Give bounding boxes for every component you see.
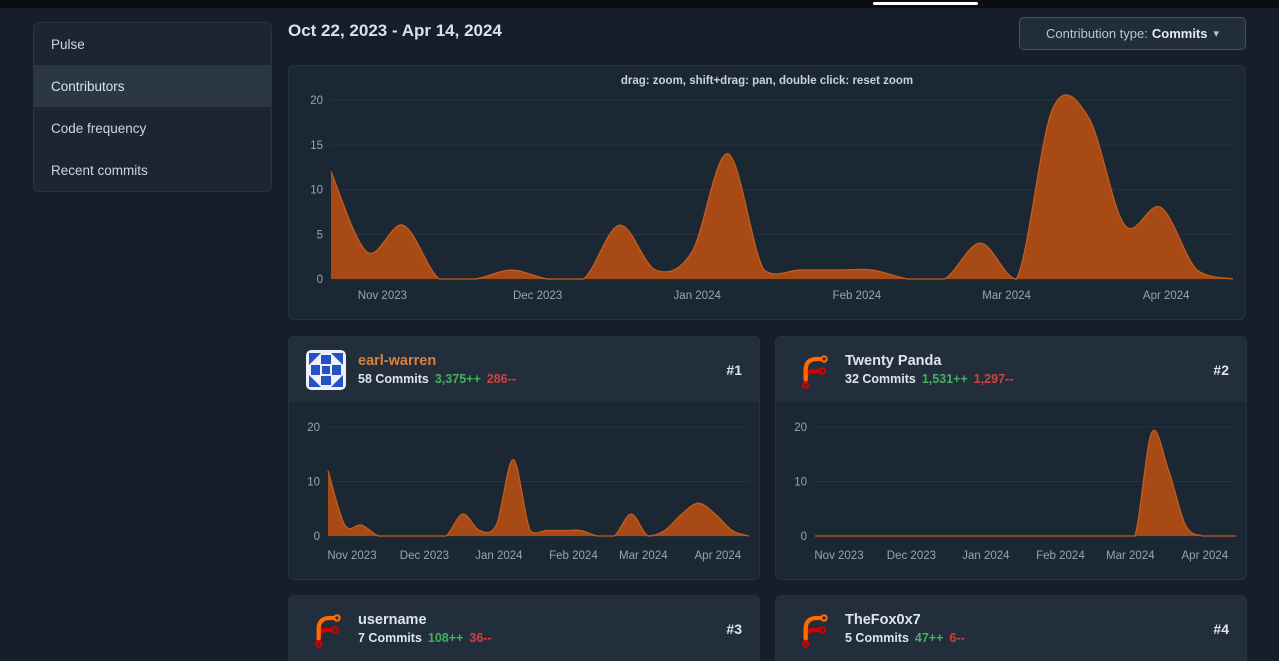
contributor-card-header: TheFox0x7 5 Commits 47++ 6-- #4 xyxy=(776,596,1246,661)
sidebar-item-pulse[interactable]: Pulse xyxy=(51,36,85,52)
active-tab-underline xyxy=(873,2,978,5)
commit-count: 32 Commits xyxy=(845,372,916,386)
svg-text:Jan 2024: Jan 2024 xyxy=(962,550,1010,562)
contributor-name-link[interactable]: Twenty Panda xyxy=(845,353,942,369)
svg-text:0: 0 xyxy=(317,274,323,286)
chart-zoom-hint: drag: zoom, shift+drag: pan, double clic… xyxy=(620,75,914,87)
contributor-card-header: username 7 Commits 108++ 36-- #3 xyxy=(289,596,759,661)
svg-text:Mar 2024: Mar 2024 xyxy=(619,550,668,562)
contributor-name-link[interactable]: earl-warren xyxy=(358,353,437,369)
svg-text:0: 0 xyxy=(801,531,807,543)
svg-text:Nov 2023: Nov 2023 xyxy=(814,550,863,562)
svg-text:Dec 2023: Dec 2023 xyxy=(887,550,936,562)
svg-text:10: 10 xyxy=(310,185,323,197)
contribution-type-label: Contribution type: xyxy=(1045,26,1148,41)
contributor-card: TheFox0x7 5 Commits 47++ 6-- #4 xyxy=(775,595,1247,661)
contributor-name-link[interactable]: username xyxy=(358,612,427,628)
rank-badge: #2 xyxy=(1213,361,1229,378)
activity-sidebar: Pulse Contributors Code frequency Recent… xyxy=(33,22,272,192)
forgejo-logo-avatar xyxy=(793,608,833,649)
svg-text:Mar 2024: Mar 2024 xyxy=(1106,550,1155,562)
rank-badge: #4 xyxy=(1213,620,1229,637)
additions-count: 3,375++ xyxy=(434,372,481,386)
deletions-count: 6-- xyxy=(949,631,965,645)
identicon-avatar xyxy=(306,349,346,390)
commit-count: 58 Commits xyxy=(358,372,429,386)
commit-count: 5 Commits xyxy=(845,631,909,645)
deletions-count: 36-- xyxy=(469,631,492,645)
contributor-area-chart[interactable]: 0 10 20 Nov 2023 Dec 2023 Jan 2024 Feb 2024 Mar… xyxy=(776,402,1246,579)
contributor-name-link[interactable]: TheFox0x7 xyxy=(845,612,921,628)
contributor-card-header: Twenty Panda 32 Commits 1,531++ 1,297-- … xyxy=(776,337,1246,402)
svg-text:Mar 2024: Mar 2024 xyxy=(982,290,1031,302)
svg-text:20: 20 xyxy=(794,422,807,434)
svg-text:Apr 2024: Apr 2024 xyxy=(695,550,742,562)
additions-count: 108++ xyxy=(427,631,464,645)
svg-text:Feb 2024: Feb 2024 xyxy=(549,550,598,562)
svg-text:Feb 2024: Feb 2024 xyxy=(1036,550,1085,562)
contributor-card: earl-warren 58 Commits 3,375++ 286-- #1 … xyxy=(288,336,760,580)
svg-text:0: 0 xyxy=(314,531,320,543)
svg-text:Apr 2024: Apr 2024 xyxy=(1143,290,1190,302)
svg-text:10: 10 xyxy=(794,477,807,489)
top-nav-strip xyxy=(0,0,1279,8)
additions-count: 1,531++ xyxy=(921,372,968,386)
date-range-title: Oct 22, 2023 - Apr 14, 2024 xyxy=(288,21,502,40)
svg-text:Jan 2024: Jan 2024 xyxy=(674,290,722,302)
sidebar-item-recent-commits[interactable]: Recent commits xyxy=(51,162,148,178)
svg-text:Nov 2023: Nov 2023 xyxy=(358,290,407,302)
forgejo-logo-avatar xyxy=(306,608,346,649)
rank-badge: #1 xyxy=(726,361,742,378)
contribution-type-value: Commits xyxy=(1151,26,1208,41)
chevron-down-icon: ▾ xyxy=(1213,28,1220,40)
svg-text:Apr 2024: Apr 2024 xyxy=(1182,550,1229,562)
contributor-card: Twenty Panda 32 Commits 1,531++ 1,297-- … xyxy=(775,336,1247,580)
deletions-count: 1,297-- xyxy=(973,372,1014,386)
sidebar-item-code-frequency[interactable]: Code frequency xyxy=(51,120,147,136)
contributions-chart-card: drag: zoom, shift+drag: pan, double clic… xyxy=(288,65,1246,320)
additions-count: 47++ xyxy=(914,631,944,645)
deletions-count: 286-- xyxy=(486,372,516,386)
forgejo-logo-avatar xyxy=(793,349,833,390)
svg-text:Dec 2023: Dec 2023 xyxy=(513,290,562,302)
contribution-type-dropdown[interactable]: Contribution type: Commits ▾ xyxy=(1019,17,1246,50)
contributor-card-header: earl-warren 58 Commits 3,375++ 286-- #1 xyxy=(289,337,759,402)
rank-badge: #3 xyxy=(726,620,742,637)
contributor-area-chart[interactable]: 0 10 20 Nov 2023 Dec 2023 Jan 2024 Feb 2024 Mar… xyxy=(289,402,759,579)
svg-text:Feb 2024: Feb 2024 xyxy=(833,290,882,302)
svg-text:20: 20 xyxy=(307,422,320,434)
svg-text:Dec 2023: Dec 2023 xyxy=(400,550,449,562)
sidebar-item-contributors[interactable]: Contributors xyxy=(34,65,271,107)
svg-text:Nov 2023: Nov 2023 xyxy=(327,550,376,562)
contributions-area-chart[interactable]: 0 5 10 15 20 Nov 2023 Dec 2023 Jan 2024 Feb 2024… xyxy=(289,66,1245,319)
svg-text:20: 20 xyxy=(310,95,323,107)
commit-count: 7 Commits xyxy=(358,631,422,645)
svg-text:15: 15 xyxy=(310,140,323,152)
contributor-card: username 7 Commits 108++ 36-- #3 xyxy=(288,595,760,661)
svg-text:Jan 2024: Jan 2024 xyxy=(475,550,523,562)
svg-text:10: 10 xyxy=(307,477,320,489)
svg-text:5: 5 xyxy=(317,229,323,241)
